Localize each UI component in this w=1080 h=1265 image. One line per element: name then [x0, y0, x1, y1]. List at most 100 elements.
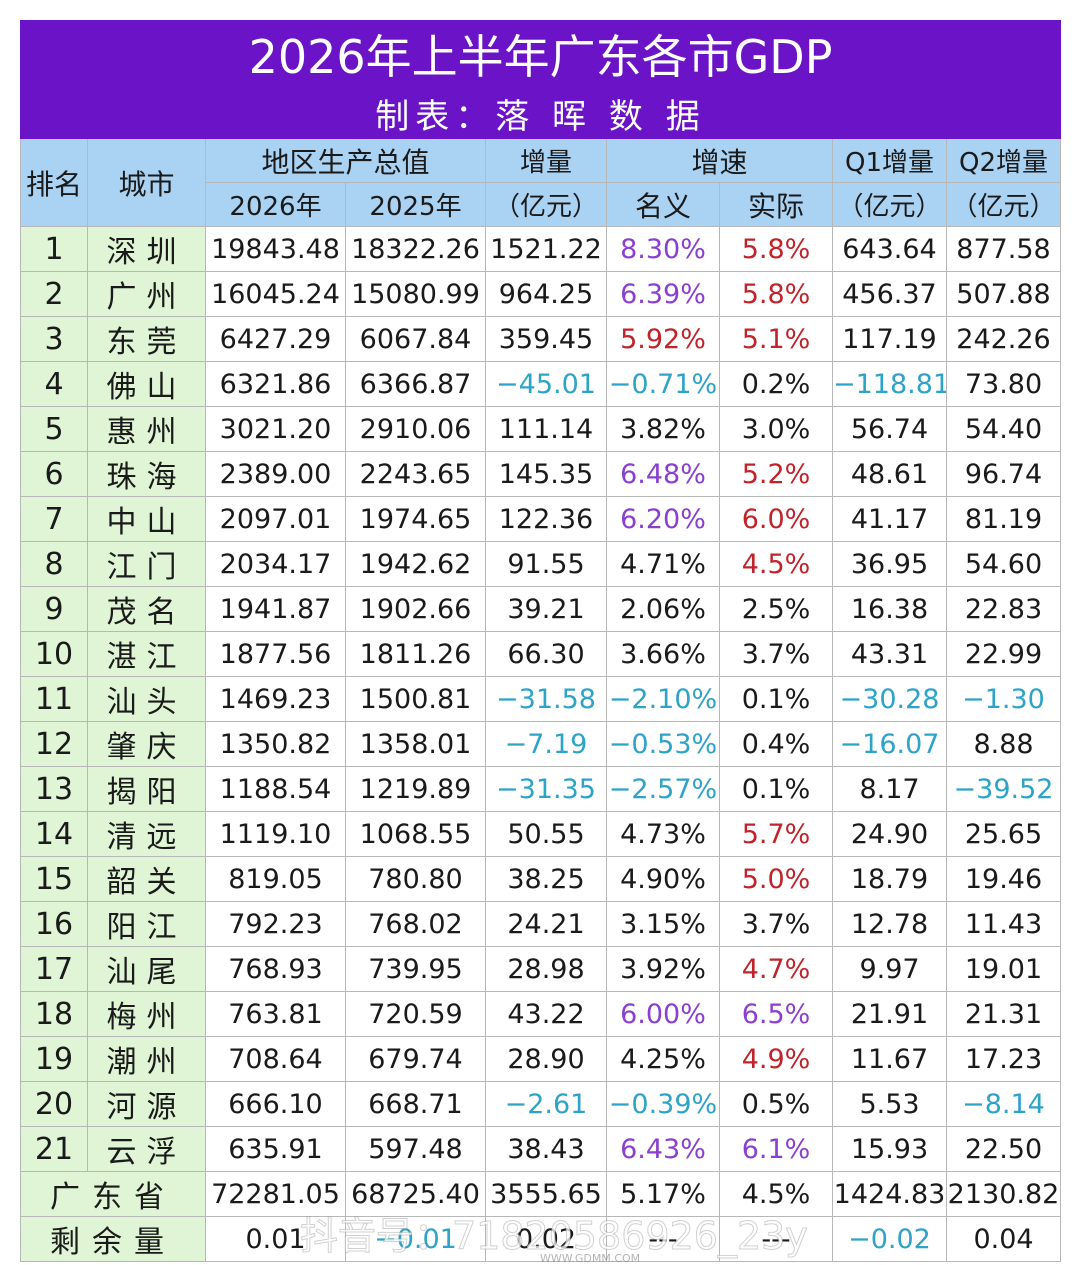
nominal-growth-cell: 4.90%: [606, 856, 720, 902]
q2-increase-cell: 81.19: [945, 496, 1062, 542]
header-2025: 2025年: [345, 182, 486, 227]
header-q2-top: Q2增量: [945, 138, 1062, 183]
table-row: 17 汕尾 768.93 739.95 28.98 3.92% 4.7% 9.97 19.01: [20, 946, 1062, 992]
gdp-2026-cell: 708.64: [205, 1036, 346, 1082]
city-cell: 中山: [87, 496, 206, 542]
real-growth-cell: 6.1%: [719, 1126, 833, 1172]
header-city: 城市: [87, 138, 206, 227]
nominal-growth-cell: 3.92%: [606, 946, 720, 992]
city-cell: 肇庆: [87, 721, 206, 767]
remainder-nominal: ---: [606, 1216, 720, 1262]
q2-increase-cell: 25.65: [945, 811, 1062, 857]
city-cell: 云浮: [87, 1126, 206, 1172]
city-cell: 清远: [87, 811, 206, 857]
real-growth-cell: 5.0%: [719, 856, 833, 902]
table-row: 2 广州 16045.24 15080.99 964.25 6.39% 5.8% 456.37…: [20, 271, 1062, 317]
gdp-2026-cell: 792.23: [205, 901, 346, 947]
nominal-growth-cell: 3.66%: [606, 631, 720, 677]
rank-cell: 5: [20, 406, 88, 452]
increase-cell: 122.36: [485, 496, 607, 542]
table-row: 8 江门 2034.17 1942.62 91.55 4.71% 4.5% 36.95 54.6…: [20, 541, 1062, 587]
gdp-table: 2026年上半年广东各市GDP 制表：落 晖 数 据 排名 城市 地区生产总值 …: [19, 20, 1062, 1262]
q2-increase-cell: 22.50: [945, 1126, 1062, 1172]
real-growth-cell: 0.5%: [719, 1081, 833, 1127]
increase-cell: −31.58: [485, 676, 607, 722]
nominal-growth-cell: 6.20%: [606, 496, 720, 542]
q2-increase-cell: 8.88: [945, 721, 1062, 767]
city-cell: 深圳: [87, 226, 206, 272]
increase-cell: 1521.22: [485, 226, 607, 272]
rank-cell: 21: [20, 1126, 88, 1172]
gdp-2025-cell: 1974.65: [345, 496, 486, 542]
real-growth-cell: 5.8%: [719, 226, 833, 272]
q2-increase-cell: −8.14: [945, 1081, 1062, 1127]
rank-cell: 15: [20, 856, 88, 902]
q1-increase-cell: 16.38: [832, 586, 947, 632]
nominal-growth-cell: 3.82%: [606, 406, 720, 452]
q2-increase-cell: −39.52: [945, 766, 1062, 812]
gdp-2025-cell: 1902.66: [345, 586, 486, 632]
gdp-2026-cell: 2389.00: [205, 451, 346, 497]
table-row: 1 深圳 19843.48 18322.26 1521.22 8.30% 5.8% 643.6…: [20, 226, 1062, 272]
q1-increase-cell: 43.31: [832, 631, 947, 677]
table-row: 5 惠州 3021.20 2910.06 111.14 3.82% 3.0% 56.74 54.…: [20, 406, 1062, 452]
gdp-2025-cell: 2910.06: [345, 406, 486, 452]
real-growth-cell: 6.0%: [719, 496, 833, 542]
nominal-growth-cell: −2.10%: [606, 676, 720, 722]
city-cell: 广州: [87, 271, 206, 317]
gdp-2025-cell: 668.71: [345, 1081, 486, 1127]
rank-cell: 13: [20, 766, 88, 812]
gdp-2026-cell: 1941.87: [205, 586, 346, 632]
real-growth-cell: 4.9%: [719, 1036, 833, 1082]
remainder-real: ---: [719, 1216, 833, 1262]
gdp-2025-cell: 780.80: [345, 856, 486, 902]
increase-cell: −2.61: [485, 1081, 607, 1127]
gdp-2025-cell: 1811.26: [345, 631, 486, 677]
table-row: 12 肇庆 1350.82 1358.01 −7.19 −0.53% 0.4% −16.07 8…: [20, 721, 1062, 767]
nominal-growth-cell: 6.43%: [606, 1126, 720, 1172]
total-nominal: 5.17%: [606, 1171, 720, 1217]
q2-increase-cell: 54.60: [945, 541, 1062, 587]
table-row: 6 珠海 2389.00 2243.65 145.35 6.48% 5.2% 48.61 96.…: [20, 451, 1062, 497]
total-real: 4.5%: [719, 1171, 833, 1217]
increase-cell: 964.25: [485, 271, 607, 317]
table-row: 18 梅州 763.81 720.59 43.22 6.00% 6.5% 21.91 21.31: [20, 991, 1062, 1037]
header-q2-unit: （亿元）: [945, 182, 1062, 227]
q1-increase-cell: 8.17: [832, 766, 947, 812]
nominal-growth-cell: −0.53%: [606, 721, 720, 767]
nominal-growth-cell: 6.00%: [606, 991, 720, 1037]
increase-cell: 50.55: [485, 811, 607, 857]
gdp-2026-cell: 763.81: [205, 991, 346, 1037]
remainder-q1: −0.02: [832, 1216, 947, 1262]
increase-cell: 38.25: [485, 856, 607, 902]
nominal-growth-cell: −0.71%: [606, 361, 720, 407]
real-growth-cell: 0.4%: [719, 721, 833, 767]
increase-cell: 24.21: [485, 901, 607, 947]
header-rank: 排名: [20, 138, 88, 227]
increase-cell: 66.30: [485, 631, 607, 677]
gdp-2026-cell: 6427.29: [205, 316, 346, 362]
remainder-increase: 0.02: [485, 1216, 607, 1262]
table-row: 19 潮州 708.64 679.74 28.90 4.25% 4.9% 11.67 17.23: [20, 1036, 1062, 1082]
rank-cell: 18: [20, 991, 88, 1037]
city-cell: 珠海: [87, 451, 206, 497]
gdp-2025-cell: 679.74: [345, 1036, 486, 1082]
real-growth-cell: 4.7%: [719, 946, 833, 992]
gdp-2025-cell: 2243.65: [345, 451, 486, 497]
gdp-2026-cell: 1877.56: [205, 631, 346, 677]
nominal-growth-cell: 4.71%: [606, 541, 720, 587]
rank-cell: 9: [20, 586, 88, 632]
q1-increase-cell: 24.90: [832, 811, 947, 857]
real-growth-cell: 3.0%: [719, 406, 833, 452]
rank-cell: 1: [20, 226, 88, 272]
rank-cell: 11: [20, 676, 88, 722]
city-cell: 茂名: [87, 586, 206, 632]
gdp-2026-cell: 1119.10: [205, 811, 346, 857]
rank-cell: 10: [20, 631, 88, 677]
gdp-2025-cell: 15080.99: [345, 271, 486, 317]
increase-cell: 359.45: [485, 316, 607, 362]
increase-cell: −7.19: [485, 721, 607, 767]
q1-increase-cell: 36.95: [832, 541, 947, 587]
nominal-growth-cell: −2.57%: [606, 766, 720, 812]
table-subtitle: 制表：落 晖 数 据: [19, 87, 1062, 139]
